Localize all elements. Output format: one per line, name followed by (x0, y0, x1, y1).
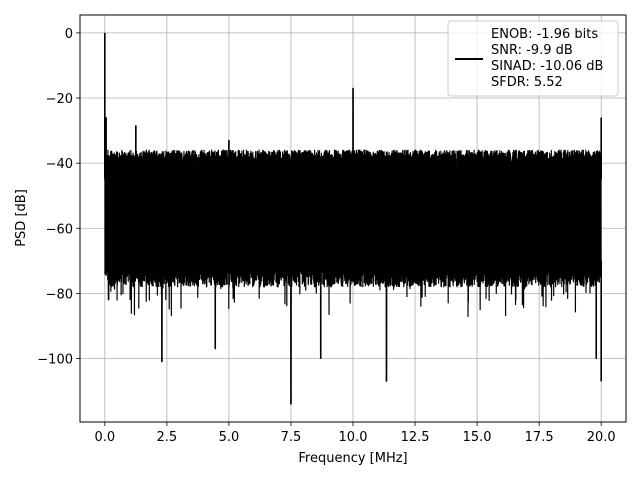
legend-text-sinad: SINAD: -10.06 dB (491, 59, 603, 74)
legend-box (447, 20, 619, 97)
x-tick-label: 17.5 (525, 430, 554, 445)
y-tick-label: −100 (37, 353, 73, 368)
legend: ENOB: -1.96 bits SNR: -9.9 dB SINAD: -10… (447, 20, 619, 97)
x-axis-label: Frequency [MHz] (298, 451, 407, 466)
y-tick-label: 0 (65, 27, 73, 42)
legend-text-sfdr: SFDR: 5.52 (491, 75, 563, 90)
y-axis-label: PSD [dB] (14, 189, 29, 247)
x-tick-label: 2.5 (157, 430, 178, 445)
y-tick-label: −60 (46, 222, 73, 237)
legend-text-snr: SNR: -9.9 dB (491, 43, 573, 58)
x-axis-ticks: 0.0 2.5 5.0 7.5 10.0 12.5 15.0 17.5 20.0 (94, 422, 616, 445)
x-tick-label: 20.0 (587, 430, 616, 445)
x-tick-label: 10.0 (339, 430, 368, 445)
x-tick-label: 15.0 (463, 430, 492, 445)
psd-line (104, 32, 602, 405)
y-tick-label: −80 (46, 287, 73, 302)
legend-text-enob: ENOB: -1.96 bits (491, 27, 598, 42)
y-tick-label: −40 (46, 157, 73, 172)
x-tick-label: 0.0 (94, 430, 115, 445)
y-tick-label: −20 (46, 92, 73, 107)
y-axis-ticks: 0 −20 −40 −60 −80 −100 (37, 27, 80, 368)
x-tick-label: 12.5 (401, 430, 430, 445)
x-tick-label: 7.5 (281, 430, 302, 445)
x-tick-label: 5.0 (219, 430, 240, 445)
psd-series (104, 32, 602, 405)
